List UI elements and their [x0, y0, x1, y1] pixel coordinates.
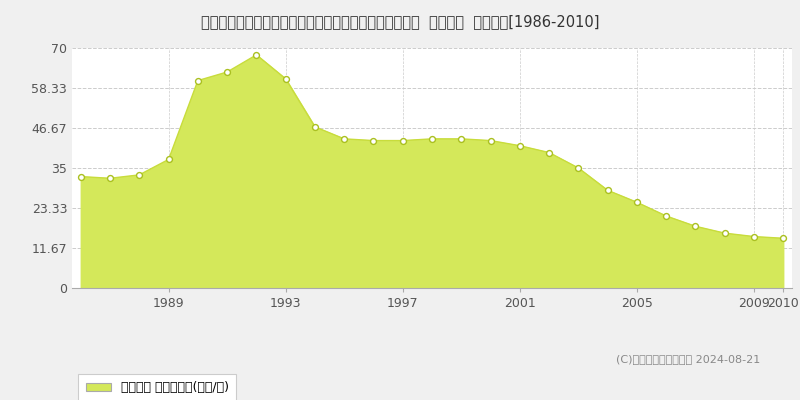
- Point: [104, 175, 117, 182]
- Point: [250, 52, 262, 58]
- Point: [718, 230, 731, 236]
- Point: [279, 76, 292, 82]
- Text: 兵庫県神戸市北区山田町上谷上字古々山２９番３９６外  地価公示  地価推移[1986-2010]: 兵庫県神戸市北区山田町上谷上字古々山２９番３９６外 地価公示 地価推移[1986…: [201, 14, 599, 29]
- Point: [630, 199, 643, 206]
- Point: [162, 156, 175, 163]
- Point: [191, 77, 204, 84]
- Point: [309, 124, 322, 130]
- Point: [396, 137, 409, 144]
- Legend: 地価公示 平均坪単価(万円/坪): 地価公示 平均坪単価(万円/坪): [78, 374, 236, 400]
- Point: [602, 187, 614, 194]
- Text: (C)土地価格ドットコム 2024-08-21: (C)土地価格ドットコム 2024-08-21: [616, 354, 760, 364]
- Point: [455, 136, 468, 142]
- Point: [484, 137, 497, 144]
- Point: [747, 233, 760, 240]
- Point: [338, 136, 350, 142]
- Point: [572, 165, 585, 171]
- Point: [221, 69, 234, 75]
- Point: [74, 173, 87, 180]
- Point: [689, 223, 702, 230]
- Point: [426, 136, 438, 142]
- Point: [367, 137, 380, 144]
- Point: [777, 235, 790, 242]
- Point: [133, 172, 146, 178]
- Point: [660, 213, 673, 219]
- Point: [542, 149, 555, 156]
- Point: [514, 142, 526, 149]
